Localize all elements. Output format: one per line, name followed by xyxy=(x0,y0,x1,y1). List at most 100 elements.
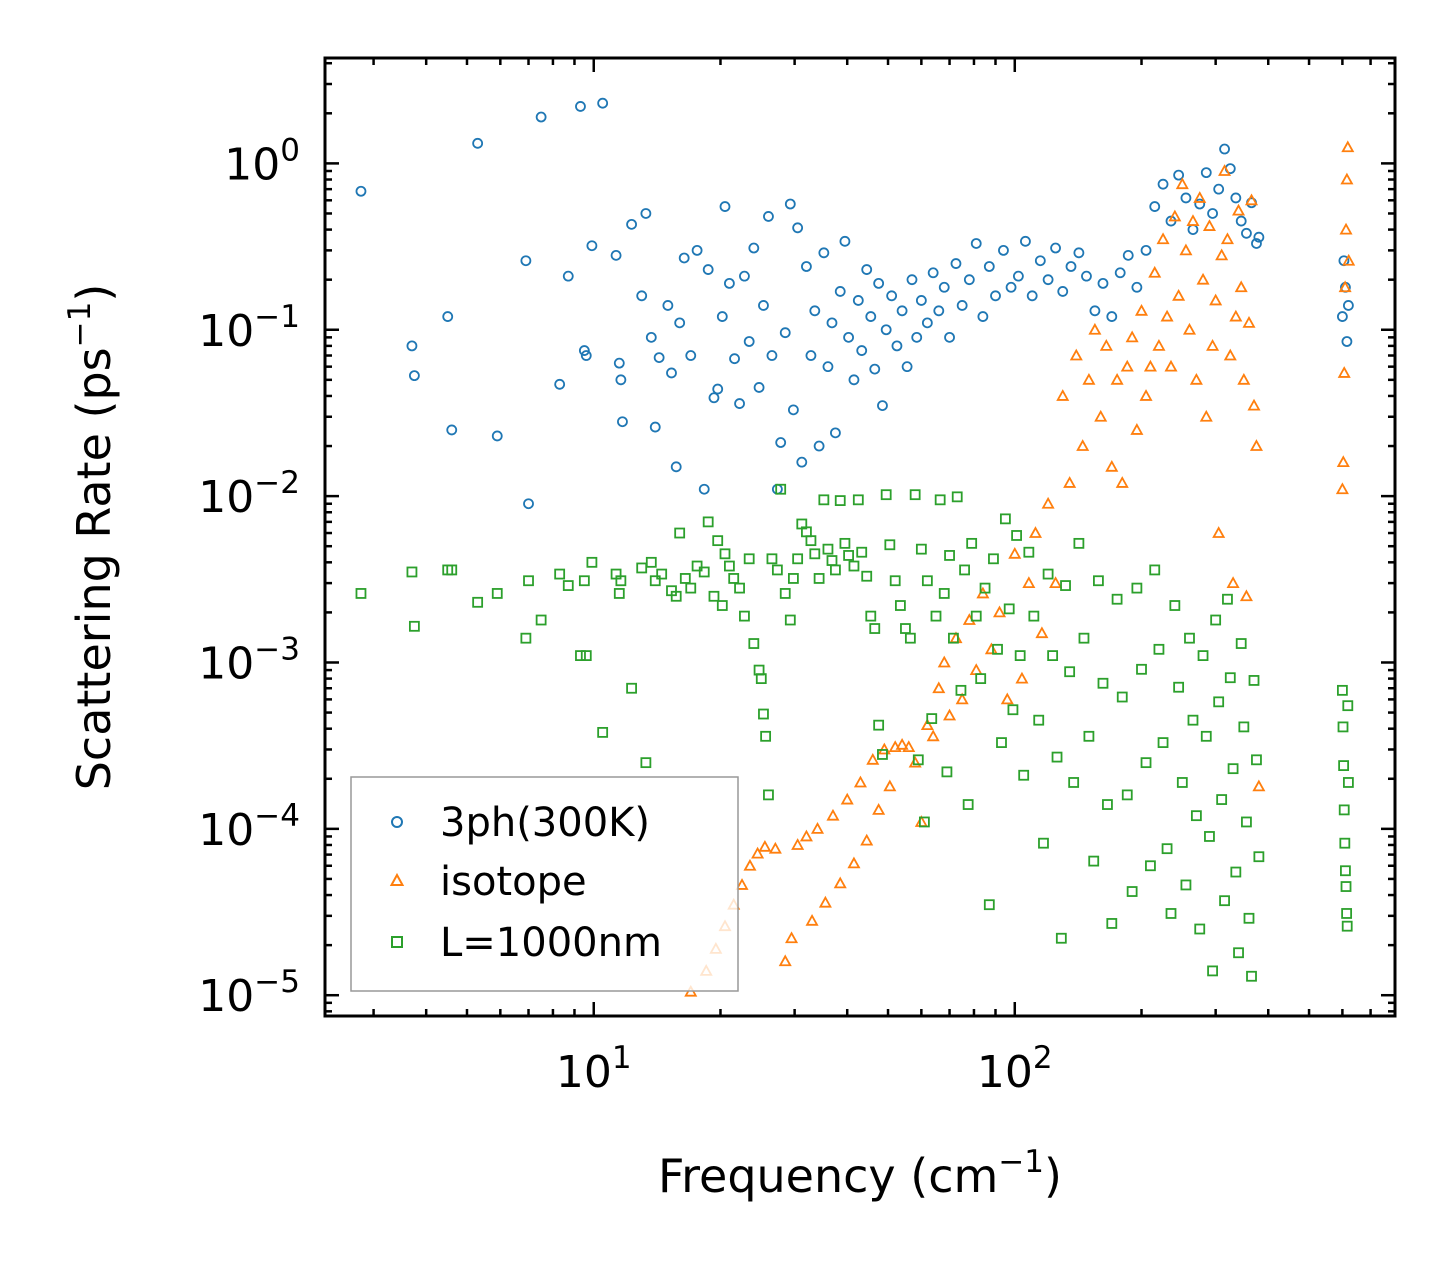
data-point xyxy=(1110,372,1124,385)
data-point xyxy=(626,218,637,230)
x-axis-title: Frequency (cm−1) xyxy=(658,1144,1062,1203)
data-point xyxy=(843,550,854,561)
data-point xyxy=(872,803,886,815)
data-point xyxy=(1210,614,1222,626)
data-point xyxy=(723,277,735,289)
data-point xyxy=(826,808,840,821)
data-point xyxy=(805,913,819,926)
data-point xyxy=(839,537,851,549)
data-point xyxy=(1088,322,1102,335)
data-point xyxy=(1202,219,1216,231)
data-point xyxy=(734,582,745,594)
data-point xyxy=(1088,855,1100,867)
data-point xyxy=(955,692,969,705)
data-point xyxy=(702,264,714,275)
data-point xyxy=(751,846,765,859)
data-point xyxy=(1022,576,1036,589)
data-point xyxy=(748,242,760,254)
data-point xyxy=(1242,316,1256,328)
data-point xyxy=(1011,530,1022,541)
data-point xyxy=(999,513,1011,525)
data-point xyxy=(1140,244,1152,256)
data-point xyxy=(1241,816,1252,828)
data-point xyxy=(691,244,703,256)
data-point xyxy=(941,766,953,778)
data-point xyxy=(698,483,710,495)
data-point xyxy=(852,295,864,306)
data-point xyxy=(408,620,420,632)
data-point xyxy=(760,730,772,742)
data-point xyxy=(1223,348,1237,361)
data-point xyxy=(554,568,566,580)
data-point xyxy=(877,400,888,412)
data-point xyxy=(1230,866,1242,878)
data-point xyxy=(979,582,991,594)
data-point xyxy=(830,427,841,439)
legend: 3ph(300K) isotope L=1000nm xyxy=(350,776,739,992)
data-point xyxy=(708,590,720,602)
data-point xyxy=(615,575,627,587)
data-point xyxy=(911,331,923,343)
data-point xyxy=(535,614,547,626)
legend-marker-circle xyxy=(391,816,403,828)
data-point xyxy=(1099,339,1113,351)
data-point xyxy=(1224,672,1236,684)
data-point xyxy=(996,737,1007,748)
data-point xyxy=(1065,261,1077,272)
data-point xyxy=(951,491,963,503)
data-point xyxy=(779,327,791,339)
data-point xyxy=(810,821,825,834)
data-point xyxy=(586,240,598,252)
data-point xyxy=(1341,920,1353,932)
data-point xyxy=(1157,737,1169,748)
data-point xyxy=(813,440,825,452)
data-point xyxy=(1076,439,1090,451)
data-point xyxy=(1168,209,1182,222)
data-point xyxy=(1050,242,1061,254)
data-point xyxy=(796,456,808,468)
y-tick-label: 10−4 xyxy=(198,798,300,856)
data-point xyxy=(861,264,873,275)
data-point xyxy=(758,839,772,852)
data-point xyxy=(1212,526,1226,538)
legend-marker-square xyxy=(391,936,403,948)
data-point xyxy=(1105,459,1119,472)
data-point xyxy=(977,311,989,322)
data-point xyxy=(1047,650,1059,661)
data-point xyxy=(735,878,749,890)
data-point xyxy=(921,575,933,587)
data-point xyxy=(1222,593,1233,605)
data-point xyxy=(406,566,418,578)
data-point xyxy=(956,300,968,311)
data-point xyxy=(778,954,792,967)
data-point xyxy=(1239,589,1253,602)
data-point xyxy=(1189,372,1203,385)
data-point xyxy=(1336,455,1350,468)
data-point xyxy=(880,489,892,501)
data-point xyxy=(674,527,686,539)
data-point xyxy=(491,430,503,442)
data-point xyxy=(1143,359,1157,372)
data-point xyxy=(719,548,731,560)
data-point xyxy=(472,137,484,149)
data-point xyxy=(970,610,982,622)
data-point xyxy=(1120,359,1134,372)
data-point xyxy=(578,345,590,356)
data-point xyxy=(1187,714,1199,726)
data-point xyxy=(1056,389,1070,401)
data-point xyxy=(1042,568,1054,580)
data-point xyxy=(865,610,877,622)
data-point xyxy=(758,300,769,311)
data-point xyxy=(1131,281,1143,293)
data-point xyxy=(1206,339,1220,351)
data-point xyxy=(1003,603,1015,615)
data-point xyxy=(1051,751,1063,763)
data-point xyxy=(1089,305,1101,317)
data-point xyxy=(784,614,796,626)
data-point xyxy=(743,553,755,565)
data-point xyxy=(535,111,547,123)
data-point xyxy=(766,350,778,361)
data-point xyxy=(1068,777,1080,788)
data-point xyxy=(883,779,897,792)
data-point xyxy=(1173,169,1185,181)
